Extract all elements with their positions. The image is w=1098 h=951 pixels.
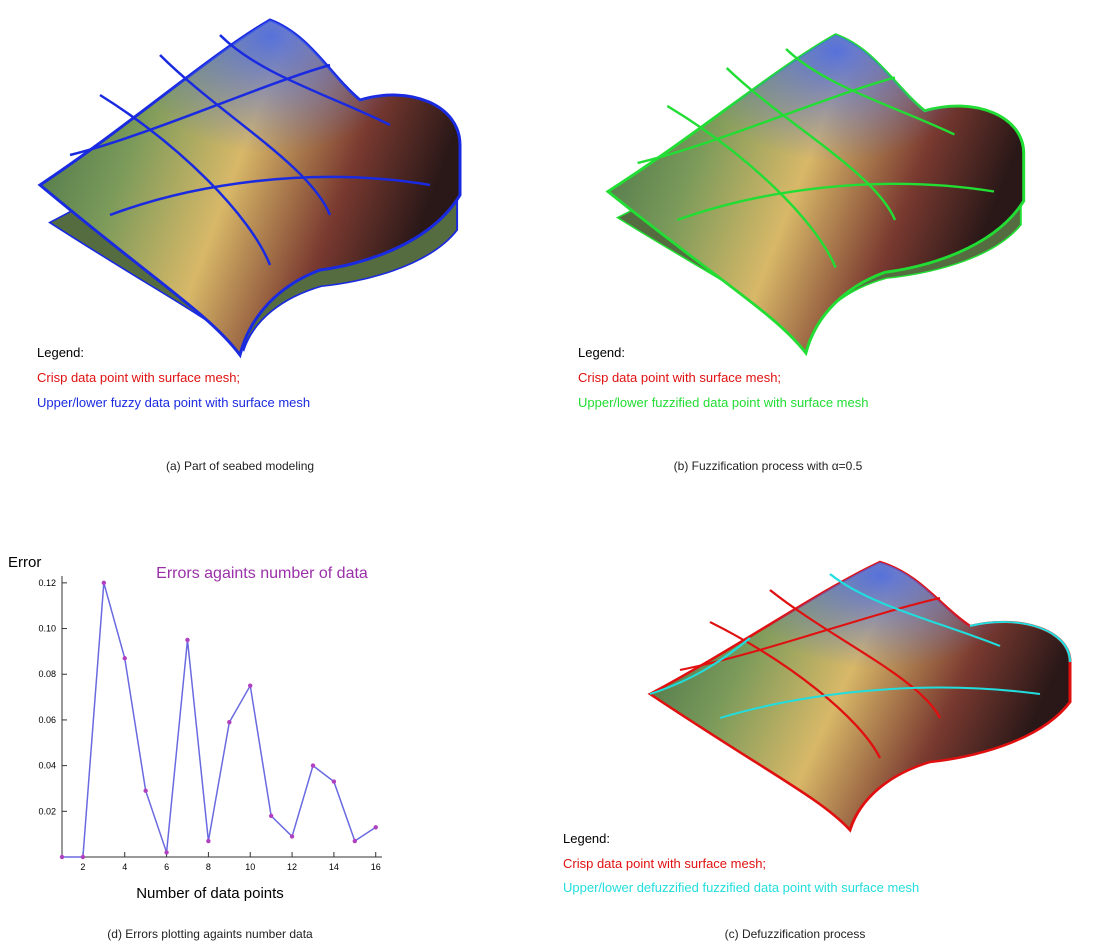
x-tick-label: 6 bbox=[164, 862, 169, 872]
data-point bbox=[164, 850, 168, 854]
caption: (d) Errors plotting againts number data bbox=[107, 927, 313, 941]
figure: Legend: Crisp data point with surface me… bbox=[0, 0, 1098, 951]
caption: (c) Defuzzification process bbox=[725, 927, 866, 941]
figure-page: Legend: Crisp data point with surface me… bbox=[0, 0, 1098, 951]
x-axis-label: Number of data points bbox=[136, 885, 284, 902]
legend-item: Upper/lower fuzzified data point with su… bbox=[578, 395, 868, 410]
data-point bbox=[290, 834, 294, 838]
legend-title: Legend: bbox=[578, 345, 625, 360]
surface-c bbox=[650, 562, 1070, 830]
data-point bbox=[60, 855, 64, 859]
data-point bbox=[143, 789, 147, 793]
y-tick-label: 0.06 bbox=[38, 715, 56, 725]
x-tick-label: 8 bbox=[206, 862, 211, 872]
x-tick-label: 16 bbox=[371, 862, 381, 872]
y-tick-label: 0.04 bbox=[38, 761, 56, 771]
data-point bbox=[248, 683, 252, 687]
data-point bbox=[206, 839, 210, 843]
legend-title: Legend: bbox=[563, 831, 610, 846]
x-tick-label: 10 bbox=[245, 862, 255, 872]
line-chart: 0.02 0.04 0.06 0.08 0.10 0.12 2 4 6 8 10 12 14 16 bbox=[38, 576, 382, 872]
surface-a bbox=[40, 20, 460, 355]
caption: (b) Fuzzification process with α=0.5 bbox=[674, 459, 863, 473]
data-point bbox=[123, 656, 127, 660]
legend-title: Legend: bbox=[37, 345, 84, 360]
legend-item: Upper/lower fuzzy data point with surfac… bbox=[37, 395, 310, 410]
data-point bbox=[311, 763, 315, 767]
data-point bbox=[81, 855, 85, 859]
y-tick-label: 0.10 bbox=[38, 624, 56, 634]
data-point bbox=[102, 581, 106, 585]
x-tick-label: 4 bbox=[122, 862, 127, 872]
data-point bbox=[269, 814, 273, 818]
y-tick-label: 0.02 bbox=[38, 806, 56, 816]
x-tick-label: 14 bbox=[329, 862, 339, 872]
y-tick-label: 0.08 bbox=[38, 669, 56, 679]
legend-item: Crisp data point with surface mesh; bbox=[563, 856, 766, 871]
data-point bbox=[374, 825, 378, 829]
caption: (a) Part of seabed modeling bbox=[166, 459, 314, 473]
x-tick-label: 2 bbox=[80, 862, 85, 872]
legend-item: Crisp data point with surface mesh; bbox=[37, 370, 240, 385]
data-point bbox=[227, 720, 231, 724]
data-point bbox=[353, 839, 357, 843]
y-tick-label: 0.12 bbox=[38, 578, 56, 588]
surface-b bbox=[608, 35, 1024, 353]
data-point bbox=[332, 779, 336, 783]
data-point bbox=[185, 638, 189, 642]
y-axis-label: Error bbox=[8, 554, 41, 571]
data-line bbox=[62, 583, 376, 857]
legend-item: Crisp data point with surface mesh; bbox=[578, 370, 781, 385]
legend-item: Upper/lower defuzzified fuzzified data p… bbox=[563, 880, 919, 895]
chart-title: Errors againts number of data bbox=[156, 565, 368, 582]
x-tick-label: 12 bbox=[287, 862, 297, 872]
